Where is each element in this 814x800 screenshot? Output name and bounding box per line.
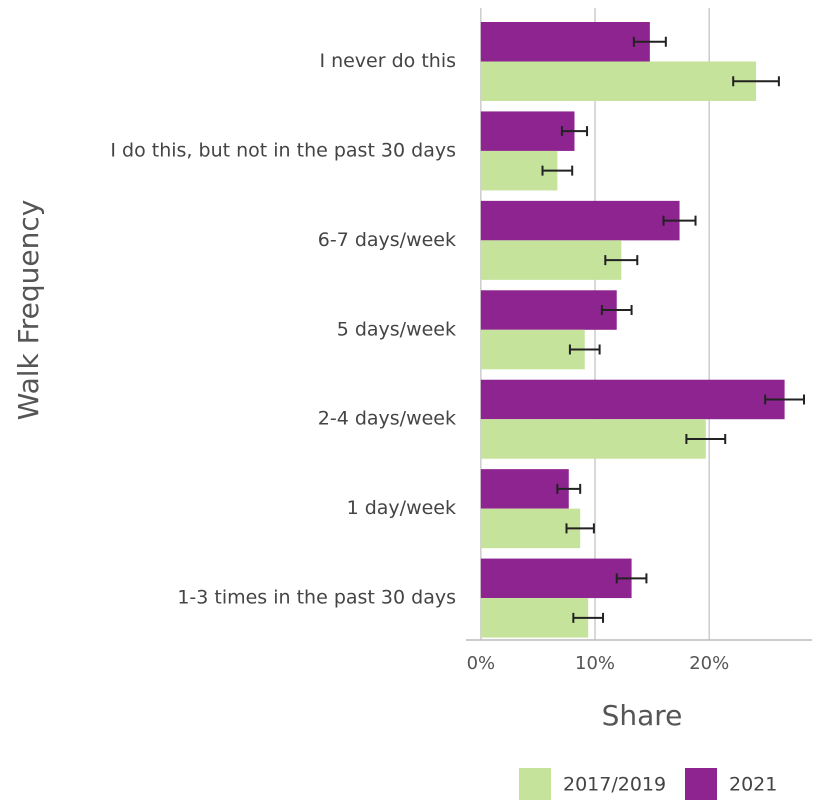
y-tick-label: 5 days/week [337,318,456,340]
error-bar [600,305,633,316]
error-bar [632,36,667,47]
bar [480,329,585,370]
error-bar [662,215,697,226]
bar [480,558,632,599]
y-tick-label: 6-7 days/week [318,229,456,251]
bar [480,61,757,101]
error-bar [565,523,595,534]
bar [480,379,785,420]
error-bar [541,165,574,176]
bar [480,419,706,459]
error-bar [556,483,582,494]
bar [480,508,581,549]
error-bar [764,394,806,405]
x-tick-label: 0% [467,653,496,674]
error-bar [568,344,601,355]
bar [480,22,650,62]
y-tick-label: I do this, but not in the past 30 days [110,139,456,161]
bar [480,469,569,509]
legend-swatch [519,768,551,800]
error-bar [732,76,780,87]
legend-label: 2017/2019 [563,774,666,796]
error-bar [572,612,605,623]
y-tick-label: I never do this [319,50,456,72]
legend-swatch [685,768,717,800]
bar [480,111,575,151]
y-tick-label: 2-4 days/week [318,408,456,430]
error-bar [604,255,639,266]
bar [480,200,680,241]
y-tick-label: 1-3 times in the past 30 days [177,587,456,609]
error-bar [560,126,589,137]
error-bar [615,573,648,584]
x-axis-title: Share [602,699,683,732]
x-tick-label: 10% [575,653,615,674]
legend-label: 2021 [729,774,777,796]
y-tick-label: 1 day/week [347,497,456,519]
bar [480,290,617,330]
y-axis-title: Walk Frequency [12,200,45,421]
error-bar [685,433,727,444]
x-tick-label: 20% [689,653,729,674]
bar [480,240,622,280]
bar [480,598,589,638]
